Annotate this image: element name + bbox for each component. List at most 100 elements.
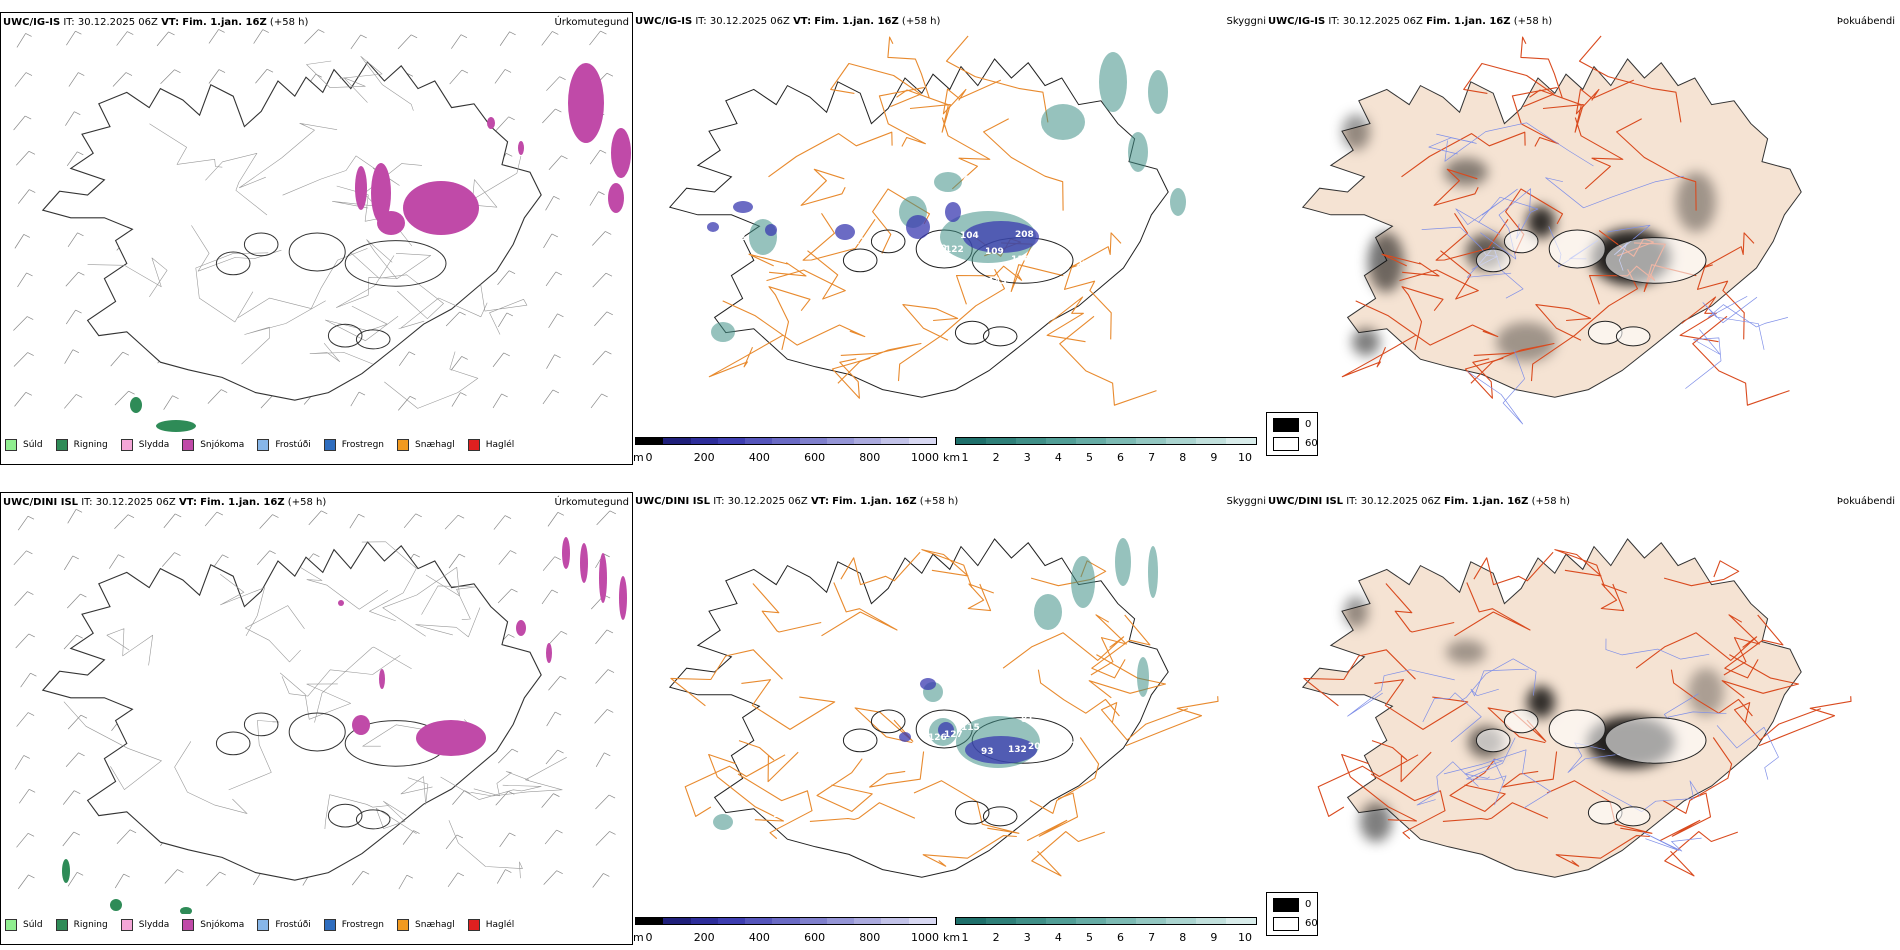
glacier-outline: [954, 320, 990, 345]
legend-label: Frostúði: [275, 920, 311, 930]
wind-barb: [449, 69, 469, 85]
wind-barb: [206, 871, 226, 887]
panel-type-label: Skyggni: [1226, 16, 1266, 27]
wind-barb: [445, 834, 464, 850]
fog-area: [1688, 668, 1724, 716]
legend-swatch: [257, 919, 270, 931]
glacier-outline: [243, 712, 279, 737]
fog-swatch-60: [1273, 437, 1299, 451]
low-visibility-area: [711, 322, 735, 342]
precip-map-top: [13, 29, 631, 432]
legend-swatch: [323, 919, 336, 931]
fog-label-0: 0: [1305, 419, 1312, 430]
glacier-outline: [1604, 237, 1707, 284]
legend-label: Frostregn: [341, 920, 385, 930]
wind-barb: [499, 832, 516, 848]
legend-item-slydda: Slydda: [120, 439, 169, 451]
panel-type-label: Þokuábendi: [1836, 496, 1895, 507]
snow-area: [416, 720, 486, 756]
wind-barb: [545, 749, 564, 765]
wind-barb: [64, 394, 83, 409]
low-visibility-area: [1170, 188, 1186, 216]
wind-barb: [13, 316, 34, 331]
fog-map-bottom: [1301, 538, 1852, 878]
rain-area: [180, 907, 192, 914]
wind-barb: [67, 232, 84, 247]
wind-barb: [495, 116, 515, 132]
wind-barb: [592, 350, 612, 366]
ceiling-value-label: 275: [1076, 260, 1095, 270]
wind-barb: [544, 829, 563, 845]
fog-area: [1446, 640, 1486, 664]
wind-barb: [110, 351, 129, 367]
wind-barb: [498, 550, 517, 565]
visibility-colorbar: [955, 437, 1257, 445]
wind-barb: [65, 271, 85, 287]
wind-barb: [497, 270, 516, 285]
wind-barb: [546, 711, 562, 727]
low-ceiling-area: [963, 221, 1039, 253]
legend-swatch: [323, 439, 336, 451]
low-visibility-area: [1115, 538, 1131, 586]
glacier-outline: [215, 251, 251, 276]
wind-barb: [65, 111, 81, 126]
wind-barb: [62, 790, 81, 805]
low-ceiling-area: [906, 215, 930, 239]
wind-barb: [492, 393, 508, 409]
glacier-outline: [327, 323, 363, 348]
legend-label: Frostúði: [275, 440, 311, 450]
fog-legend: 0 60: [1266, 412, 1318, 456]
ceiling-tick: 0: [645, 931, 653, 944]
snow-area: [403, 181, 479, 235]
wind-barb: [541, 589, 559, 605]
fog-swatch-0: [1273, 898, 1299, 912]
visibility-tick: 5: [1085, 451, 1093, 464]
wind-barb: [543, 233, 559, 249]
ceiling-colorbar: [635, 437, 937, 445]
legend-item-slydda: Slydda: [120, 919, 169, 931]
ceiling-value-label: 12: [733, 233, 746, 243]
wind-barb: [256, 550, 276, 565]
legend-swatch: [120, 919, 133, 931]
fog-area: [1496, 322, 1556, 362]
fog-area: [1352, 328, 1380, 356]
low-ceiling-area: [733, 201, 753, 213]
visibility-tick: 4: [1054, 931, 1062, 944]
wind-barb: [63, 555, 79, 571]
ceiling-value-label: 12: [773, 810, 786, 820]
wind-barb: [16, 712, 35, 727]
wind-barb: [67, 871, 84, 887]
fog-swatch-60: [1273, 917, 1299, 931]
legend-item-rigning: Rigning: [55, 919, 108, 931]
wind-barb: [545, 271, 562, 287]
wind-barb: [156, 31, 175, 47]
legend-label: Snjókoma: [200, 440, 245, 450]
wind-barb: [17, 189, 36, 204]
visibility-tick: 2: [992, 451, 1000, 464]
wind-barb: [116, 829, 137, 845]
visibility-tick: 4: [1054, 451, 1062, 464]
wind-barb: [67, 714, 88, 730]
legend-label: Haglél: [485, 440, 515, 450]
legend-swatch: [120, 439, 133, 451]
fog-indicator-panel-top: UWC/IG-IS IT: 30.12.2025 06Z Fim. 1.jan.…: [1266, 12, 1900, 465]
wind-barb: [68, 72, 85, 87]
snow-area: [516, 620, 526, 636]
low-visibility-area: [1099, 52, 1127, 112]
panel-title: UWC/IG-IS IT: 30.12.2025 06Z VT: Fim. 1.…: [3, 17, 309, 28]
snow-area: [487, 117, 495, 129]
glacier-outline: [842, 728, 878, 753]
wind-barb: [402, 830, 420, 845]
glacier-outline: [1503, 229, 1539, 254]
wind-barb: [114, 390, 135, 406]
precip-legend: Súld Rigning Slydda Snjókoma Frostúði Frostre…: [5, 436, 527, 454]
wind-barb: [14, 591, 34, 606]
low-ceiling-area: [945, 202, 961, 222]
precip-legend: Súld Rigning Slydda Snjókoma Frostúði Frostre…: [5, 916, 527, 934]
wind-barb: [541, 31, 559, 46]
legend-label: Súld: [23, 920, 43, 930]
legend-swatch: [5, 919, 17, 931]
legend-item-súld: Súld: [5, 919, 43, 931]
ceiling-value-label: 122: [945, 245, 964, 255]
